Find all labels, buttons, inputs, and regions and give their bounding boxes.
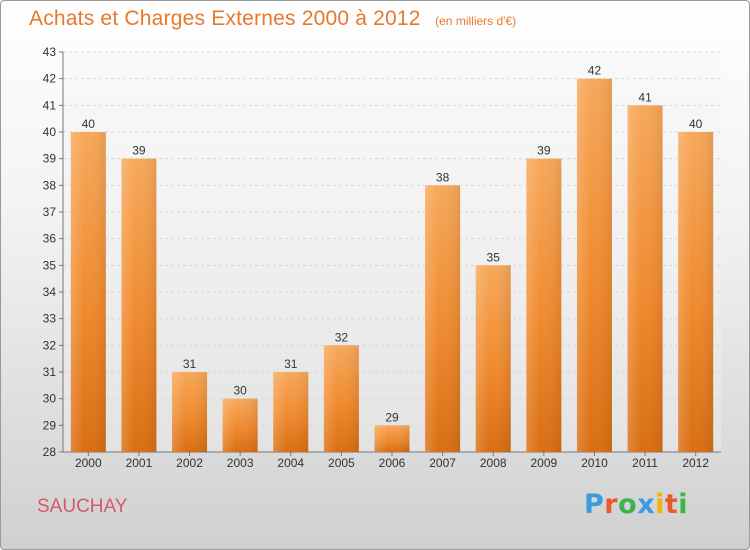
bar-shade bbox=[323, 345, 359, 452]
data-label: 31 bbox=[183, 357, 197, 371]
bar-shade bbox=[121, 158, 157, 452]
y-tick-label: 30 bbox=[43, 392, 57, 406]
bar-shade bbox=[374, 425, 410, 452]
bar-shade bbox=[222, 398, 258, 452]
x-tick-label: 2005 bbox=[328, 456, 355, 470]
x-tick-label: 2003 bbox=[227, 456, 254, 470]
data-label: 40 bbox=[689, 117, 703, 131]
y-tick-label: 41 bbox=[43, 98, 57, 112]
y-tick-label: 31 bbox=[43, 365, 57, 379]
data-label: 40 bbox=[82, 117, 96, 131]
x-tick-label: 2000 bbox=[75, 456, 102, 470]
data-label: 38 bbox=[436, 170, 450, 184]
x-tick-label: 2006 bbox=[379, 456, 406, 470]
y-tick-label: 43 bbox=[43, 45, 57, 59]
x-tick-label: 2004 bbox=[277, 456, 304, 470]
y-tick-label: 37 bbox=[43, 205, 57, 219]
plot-area bbox=[63, 52, 721, 452]
x-tick-label: 2010 bbox=[581, 456, 608, 470]
bar-shade bbox=[425, 185, 461, 453]
x-tick-label: 2011 bbox=[632, 456, 658, 470]
bar-shade bbox=[576, 78, 612, 453]
chart-title: Achats et Charges Externes 2000 à 2012 bbox=[29, 7, 421, 30]
data-label: 32 bbox=[335, 330, 349, 344]
y-tick-label: 28 bbox=[43, 445, 57, 459]
bar-shade bbox=[273, 372, 309, 452]
y-tick-label: 32 bbox=[43, 338, 57, 352]
x-tick-label: 2009 bbox=[530, 456, 557, 470]
y-tick-label: 40 bbox=[43, 125, 57, 139]
y-tick-label: 35 bbox=[43, 258, 57, 272]
bar-shade bbox=[678, 132, 714, 452]
data-label: 30 bbox=[233, 384, 247, 398]
logo-letter: r bbox=[604, 489, 619, 520]
data-label: 41 bbox=[638, 90, 652, 104]
y-tick-label: 33 bbox=[43, 312, 57, 326]
bar-shade bbox=[70, 132, 106, 452]
data-label: 29 bbox=[385, 410, 399, 424]
data-label: 35 bbox=[487, 250, 501, 264]
data-label: 31 bbox=[284, 357, 298, 371]
x-tick-label: 2012 bbox=[682, 456, 709, 470]
data-label: 39 bbox=[537, 144, 551, 158]
proxiti-logo[interactable]: Proxiti bbox=[584, 489, 688, 520]
y-tick-label: 38 bbox=[43, 178, 57, 192]
logo-letter: t bbox=[664, 489, 679, 520]
x-tick-label: 2001 bbox=[126, 456, 153, 470]
logo-letter: P bbox=[584, 489, 605, 520]
commune-name: SAUCHAY bbox=[37, 496, 128, 517]
y-tick-label: 29 bbox=[43, 418, 57, 432]
logo-letter: o bbox=[618, 489, 638, 520]
x-tick-label: 2008 bbox=[480, 456, 507, 470]
logo-letter: i bbox=[655, 489, 665, 520]
chart-subtitle: (en milliers d'€) bbox=[435, 14, 517, 28]
data-label: 39 bbox=[132, 144, 146, 158]
logo-letter: x bbox=[637, 489, 656, 520]
bar-shade bbox=[475, 265, 511, 452]
x-tick-label: 2007 bbox=[429, 456, 456, 470]
logo-letter: i bbox=[678, 489, 689, 520]
bar-shade bbox=[526, 158, 562, 452]
title-row: Achats et Charges Externes 2000 à 2012 (… bbox=[29, 7, 516, 31]
y-tick-label: 36 bbox=[43, 232, 57, 246]
x-tick-label: 2002 bbox=[176, 456, 203, 470]
y-tick-label: 39 bbox=[43, 152, 57, 166]
bar-shade bbox=[627, 105, 663, 452]
data-label: 42 bbox=[588, 64, 602, 78]
bar-shade bbox=[172, 372, 208, 452]
y-tick-label: 42 bbox=[43, 72, 57, 86]
y-tick-label: 34 bbox=[43, 285, 57, 299]
